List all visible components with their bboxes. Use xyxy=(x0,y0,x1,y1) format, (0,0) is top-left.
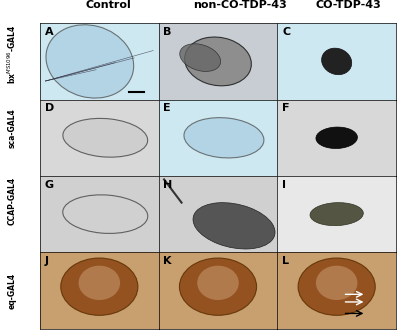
Ellipse shape xyxy=(78,266,120,300)
Ellipse shape xyxy=(185,37,251,86)
Ellipse shape xyxy=(46,25,134,98)
Ellipse shape xyxy=(180,44,221,71)
Text: eq-GAL4: eq-GAL4 xyxy=(8,273,16,308)
Text: G: G xyxy=(45,180,54,190)
Ellipse shape xyxy=(298,258,375,315)
Text: H: H xyxy=(164,180,173,190)
Text: bx$^{MS1096}$-GAL4: bx$^{MS1096}$-GAL4 xyxy=(6,25,18,84)
Text: K: K xyxy=(164,256,172,266)
Text: non-CO-TDP-43: non-CO-TDP-43 xyxy=(193,0,287,10)
Ellipse shape xyxy=(193,203,275,249)
Ellipse shape xyxy=(63,195,148,233)
Ellipse shape xyxy=(184,118,264,158)
Text: I: I xyxy=(282,180,286,190)
Text: D: D xyxy=(45,103,54,114)
Ellipse shape xyxy=(316,266,358,300)
Text: A: A xyxy=(45,27,53,37)
Text: sca-GAL4: sca-GAL4 xyxy=(8,108,16,148)
Text: CO-TDP-43: CO-TDP-43 xyxy=(315,0,381,10)
Text: J: J xyxy=(45,256,49,266)
Ellipse shape xyxy=(63,119,148,157)
Text: C: C xyxy=(282,27,290,37)
Ellipse shape xyxy=(316,127,358,148)
Text: F: F xyxy=(282,103,290,114)
Text: CCAP-GAL4: CCAP-GAL4 xyxy=(8,177,16,225)
Text: B: B xyxy=(164,27,172,37)
Ellipse shape xyxy=(322,48,352,75)
Text: Control: Control xyxy=(85,0,131,10)
Ellipse shape xyxy=(197,266,239,300)
Ellipse shape xyxy=(61,258,138,315)
Ellipse shape xyxy=(180,258,256,315)
Ellipse shape xyxy=(310,203,363,226)
Text: E: E xyxy=(164,103,171,114)
Text: L: L xyxy=(282,256,289,266)
